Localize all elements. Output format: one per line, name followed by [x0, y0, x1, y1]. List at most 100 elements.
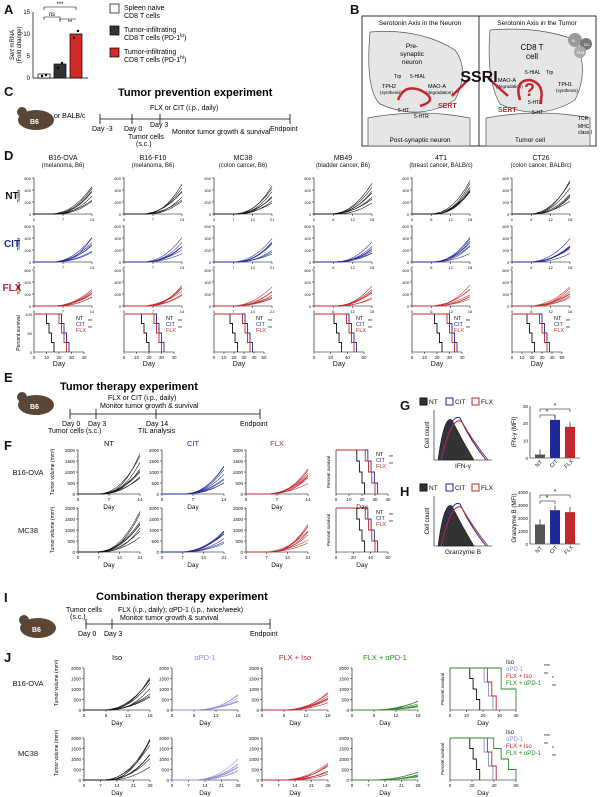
growth-mc38-nt: 0 200 400 600 0 7 14 21: [204, 176, 275, 222]
b-right-title: Serotonin Axis in the Tumor: [497, 20, 577, 27]
a-ytick-3: 15: [23, 10, 30, 16]
legend-label: NT: [429, 485, 438, 492]
y-tick-label: 0: [119, 260, 122, 265]
y-tick-label: 600: [304, 268, 311, 273]
y-tick-label: 600: [24, 224, 31, 229]
y-tick-label: 200: [402, 200, 409, 205]
model-sub: (colon cancer, BALB/c): [510, 163, 571, 169]
y-tick-label: 400: [204, 188, 211, 193]
x-tick-label: 14: [180, 265, 185, 270]
x-tick-label: 60: [513, 783, 519, 788]
legend-flx: FLX: [356, 328, 366, 334]
model-sub: (melanoma, B6): [42, 163, 85, 169]
a-sig-2: **: [68, 20, 73, 26]
survival-curve: [214, 313, 253, 352]
growth-line: [162, 482, 225, 495]
y-tick-label: 0: [407, 260, 410, 265]
x-tick-label: 30: [497, 713, 503, 718]
svg-text:TPH1: TPH1: [558, 82, 572, 88]
x-axis-label: Day: [103, 562, 115, 569]
x-tick-label: 0: [83, 713, 86, 718]
x-tick-label: 40: [513, 713, 519, 718]
growth-line: [172, 700, 239, 711]
panel-a-legend: Spleen naive CD8 T cells Tumor-infiltrat…: [109, 3, 186, 64]
svg-text:SERT: SERT: [438, 103, 457, 110]
svg-text:B: B: [572, 38, 575, 43]
svg-text:Day 3: Day 3: [88, 421, 106, 428]
x-tick-label: 40: [385, 497, 391, 502]
x-tick-label: 14: [90, 217, 95, 222]
x-tick-label: 18: [415, 713, 421, 718]
x-tick-label: 0: [351, 783, 354, 788]
y-tick-label: 500: [341, 767, 349, 772]
y-tick-label: 1500: [233, 459, 244, 464]
y-tick-label: 0: [507, 212, 510, 217]
svg-text:TCR: TCR: [578, 116, 589, 122]
y-tick-label: 0: [240, 550, 243, 555]
x-tick-label: 14: [250, 309, 255, 314]
x-tick-label: 40: [81, 355, 87, 360]
y-tick-label: 0: [78, 708, 81, 713]
y-tick-label: 2000: [249, 736, 260, 741]
sig-stars: **: [389, 520, 393, 526]
svg-text:Day 3: Day 3: [104, 631, 122, 638]
x-tick-label: 7: [62, 265, 65, 270]
legend-cit: CIT: [554, 322, 564, 328]
y-tick-label: 0: [309, 260, 312, 265]
legend-flx: FLX: [376, 522, 386, 528]
survival-b16-f10: 0 10 20 30 40: [123, 313, 177, 360]
x-axis-label: Day: [143, 361, 156, 368]
x-tick-label: 12: [448, 309, 453, 314]
histogram-cit: [441, 416, 487, 461]
svg-text:(s.c.): (s.c.): [136, 141, 152, 148]
x-tick-label: 21: [219, 783, 225, 788]
y-tick-label: 400: [114, 236, 121, 241]
y-tick-label: 200: [204, 248, 211, 253]
y-tick-label: 600: [24, 176, 31, 181]
histogram-flx: [440, 420, 489, 461]
x-axis-label: Day: [531, 361, 544, 368]
legend-cit: CIT: [256, 322, 266, 328]
survival-mc38: 0 20 40 60: [449, 737, 519, 788]
x-tick-label: 6: [530, 265, 533, 270]
growth-line: [84, 739, 151, 781]
x-tick-label: 7: [232, 309, 235, 314]
x-tick-label: 0: [77, 555, 80, 560]
legend-label-3: FLX + αPD-1: [506, 681, 542, 687]
y-tick-label: 500: [235, 539, 243, 544]
growth-line: [412, 296, 471, 307]
survival-ylabel: Percent survival: [440, 673, 445, 705]
a-bar-pd1hi: [69, 33, 83, 79]
survival-curve: [336, 507, 379, 552]
y-tick-label: 2000: [159, 736, 170, 741]
x-tick-label: 21: [221, 555, 227, 560]
row-label-nt: NT: [5, 191, 18, 202]
y-tick-label: 200: [402, 292, 409, 297]
svg-text:CD8 T cells (PD-1lo): CD8 T cells (PD-1lo): [124, 33, 186, 42]
y-tick-label: 0: [119, 212, 122, 217]
sig-stars: **: [389, 462, 393, 468]
svg-text:5-HIAL: 5-HIAL: [410, 74, 426, 80]
svg-text:5-HT: 5-HT: [532, 110, 543, 116]
legend-swatch: [419, 397, 428, 406]
survival-curve: [314, 313, 357, 352]
sig-stars: **: [552, 754, 556, 760]
y-tick-label: 1000: [71, 757, 82, 762]
legend-cit: CIT: [376, 516, 386, 522]
x-tick-label: 20: [328, 355, 334, 360]
y-tick-label: 1000: [65, 528, 76, 533]
x-tick-label: 0: [171, 783, 174, 788]
y-tick-label: 600: [402, 224, 409, 229]
growth-line: [172, 766, 239, 781]
growth-b16-ova-2: 0 500 1000 1500 2000 0 6 12 18: [249, 666, 331, 718]
y-tick-label: 0: [525, 542, 528, 547]
x-tick-label: 30: [447, 355, 453, 360]
x-tick-label: 12: [393, 713, 399, 718]
growth-line: [124, 191, 183, 215]
x-tick-label: 20: [469, 783, 475, 788]
